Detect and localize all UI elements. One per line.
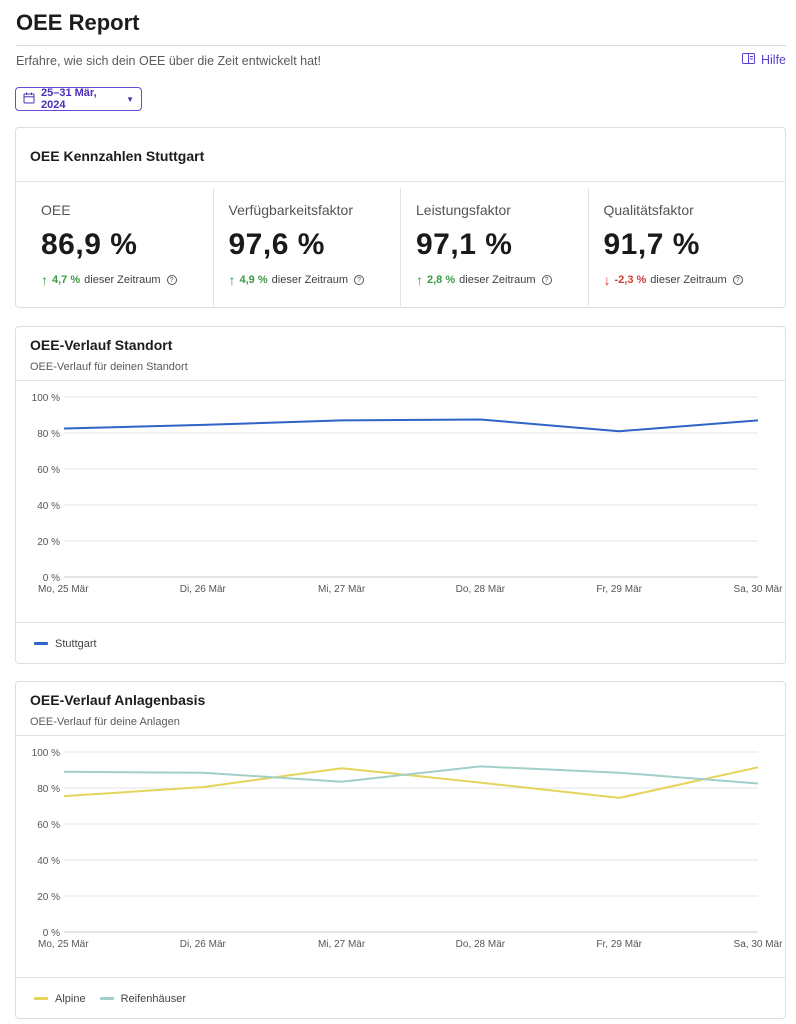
chart-title: OEE-Verlauf Standort: [30, 337, 173, 353]
arrow-up-icon: ↑: [41, 271, 48, 288]
y-tick-label: 80 %: [37, 429, 60, 440]
help-circle-icon[interactable]: ?: [541, 275, 552, 285]
x-tick-label: Di, 26 Mär: [180, 939, 227, 950]
kpi-label: Leistungsfaktor: [416, 202, 511, 218]
arrow-up-icon: ↑: [228, 271, 236, 288]
kpi-period-label: dieser Zeitraum: [459, 274, 536, 286]
kpi-tile: Leistungsfaktor 97,1 % ↑ 2,8 % dieser Zeitra…: [401, 188, 589, 306]
book-icon: [741, 53, 755, 67]
help-label: Hilfe: [760, 53, 786, 67]
y-tick-label: 0 %: [43, 573, 60, 584]
legend-swatch: [99, 997, 114, 1000]
series-line-alpine[interactable]: [63, 766, 759, 799]
help-circle-icon[interactable]: ?: [166, 275, 177, 285]
kpi-value: 86,9 %: [41, 228, 138, 261]
y-tick-label: 60 %: [37, 820, 60, 831]
chart-subtitle: OEE-Verlauf für deinen Standort: [30, 361, 188, 373]
kpi-delta: ↑ 4,9 % dieser Zeitraum?: [228, 271, 401, 288]
help-circle-icon[interactable]: ?: [732, 275, 743, 285]
kpi-row: OEE 86,9 % ↑ 4,7 % dieser Zeitraum? Verfügbar…: [16, 182, 785, 306]
chart-title: OEE-Verlauf Anlagenbasis: [30, 692, 206, 708]
arrow-down-icon: ↓: [603, 271, 611, 288]
kpi-value: 97,1 %: [416, 228, 513, 261]
calendar-icon: [23, 92, 35, 107]
chart-legend: Stuttgart: [16, 622, 785, 664]
x-tick-label: Fr, 29 Mär: [596, 584, 642, 595]
line-chart-standort: 0 % 20 % 40 % 60 % 80 % 100 % Mo, 25 Mär Di, 26…: [32, 393, 784, 595]
kpi-value: 91,7 %: [603, 228, 700, 261]
kpi-card-title: OEE Kennzahlen Stuttgart: [16, 128, 785, 182]
legend-label: Stuttgart: [55, 637, 97, 650]
title-divider: [16, 45, 786, 46]
kpi-period-label: dieser Zeitraum: [271, 274, 349, 286]
x-tick-label: Di, 26 Mär: [180, 584, 227, 595]
kpi-label: Qualitätsfaktor: [603, 202, 694, 218]
legend-item[interactable]: Reifenhäuser: [99, 992, 187, 1005]
legend-swatch: [34, 997, 48, 1000]
kpi-delta-value: -2,3 %: [614, 274, 647, 286]
kpi-period-label: dieser Zeitraum: [650, 274, 727, 286]
y-tick-label: 60 %: [37, 465, 60, 476]
legend-label: Reifenhäuser: [120, 992, 187, 1005]
kpi-delta: ↓ -2,3 % dieser Zeitraum?: [603, 271, 776, 288]
kpi-delta-value: 4,7 %: [52, 274, 81, 286]
kpi-delta: ↑ 2,8 % dieser Zeitraum?: [416, 271, 588, 288]
legend-swatch: [34, 642, 48, 645]
legend-item[interactable]: Stuttgart: [34, 638, 97, 650]
series-line-stuttgart[interactable]: [63, 418, 759, 433]
y-tick-label: 80 %: [37, 784, 60, 795]
y-tick-label: 40 %: [37, 856, 60, 867]
kpi-label: Verfügbarkeitsfaktor: [228, 202, 354, 218]
x-tick-label: Mo, 25 Mär: [38, 584, 89, 595]
page-subtitle: Erfahre, wie sich dein OEE über die Zeit…: [16, 54, 322, 68]
arrow-up-icon: ↑: [416, 271, 423, 288]
x-tick-label: Sa, 30 Mär: [734, 584, 784, 595]
help-circle-icon[interactable]: ?: [354, 275, 365, 285]
help-link[interactable]: Hilfe: [741, 53, 786, 67]
x-tick-label: Mi, 27 Mär: [318, 584, 366, 595]
chart-legend: Alpine Reifenhäuser: [16, 977, 785, 1019]
y-tick-label: 0 %: [43, 928, 60, 939]
kpi-card: OEE Kennzahlen Stuttgart OEE 86,9 % ↑ 4,7 %…: [15, 127, 786, 308]
line-chart-anlagen: 0 % 20 % 40 % 60 % 80 % 100 % Mo, 25 Mär Di, 26…: [32, 748, 784, 950]
y-tick-label: 100 %: [32, 393, 60, 404]
kpi-delta-value: 2,8 %: [427, 274, 456, 286]
chevron-down-icon: ▼: [126, 94, 134, 104]
y-tick-label: 20 %: [37, 892, 60, 903]
chart-card-anlagen: OEE-Verlauf Anlagenbasis OEE-Verlauf für…: [15, 681, 786, 1019]
legend-label: Alpine: [55, 992, 86, 1005]
x-tick-label: Fr, 29 Mär: [596, 939, 642, 950]
y-tick-label: 20 %: [37, 537, 60, 548]
y-tick-label: 100 %: [32, 748, 60, 759]
x-tick-label: Mo, 25 Mär: [38, 939, 89, 950]
kpi-delta: ↑ 4,7 % dieser Zeitraum?: [41, 271, 213, 288]
kpi-value: 97,6 %: [228, 228, 325, 261]
x-tick-label: Do, 28 Mär: [456, 939, 506, 950]
series-line-reifenhäuser[interactable]: [63, 765, 759, 785]
kpi-label: OEE: [41, 202, 71, 218]
chart-card-standort: OEE-Verlauf Standort OEE-Verlauf für dei…: [15, 326, 786, 664]
y-tick-label: 40 %: [37, 501, 60, 512]
date-range-label: 25–31 Mär, 2024: [41, 87, 97, 111]
legend-item[interactable]: Alpine: [34, 993, 86, 1005]
kpi-tile: Qualitätsfaktor 91,7 % ↓ -2,3 % dieser Zeitr…: [589, 188, 776, 306]
chart-subtitle: OEE-Verlauf für deine Anlagen: [30, 716, 180, 728]
x-tick-label: Do, 28 Mär: [456, 584, 506, 595]
kpi-tile: OEE 86,9 % ↑ 4,7 % dieser Zeitraum?: [26, 188, 214, 306]
x-tick-label: Sa, 30 Mär: [734, 939, 784, 950]
kpi-period-label: dieser Zeitraum: [84, 274, 161, 286]
kpi-tile: Verfügbarkeitsfaktor 97,6 % ↑ 4,9 % dieser Z…: [214, 188, 401, 306]
page-title: OEE Report: [16, 10, 140, 35]
kpi-delta-value: 4,9 %: [239, 274, 268, 286]
date-range-picker[interactable]: 25–31 Mär, 2024 ▼: [15, 87, 142, 111]
x-tick-label: Mi, 27 Mär: [318, 939, 366, 950]
